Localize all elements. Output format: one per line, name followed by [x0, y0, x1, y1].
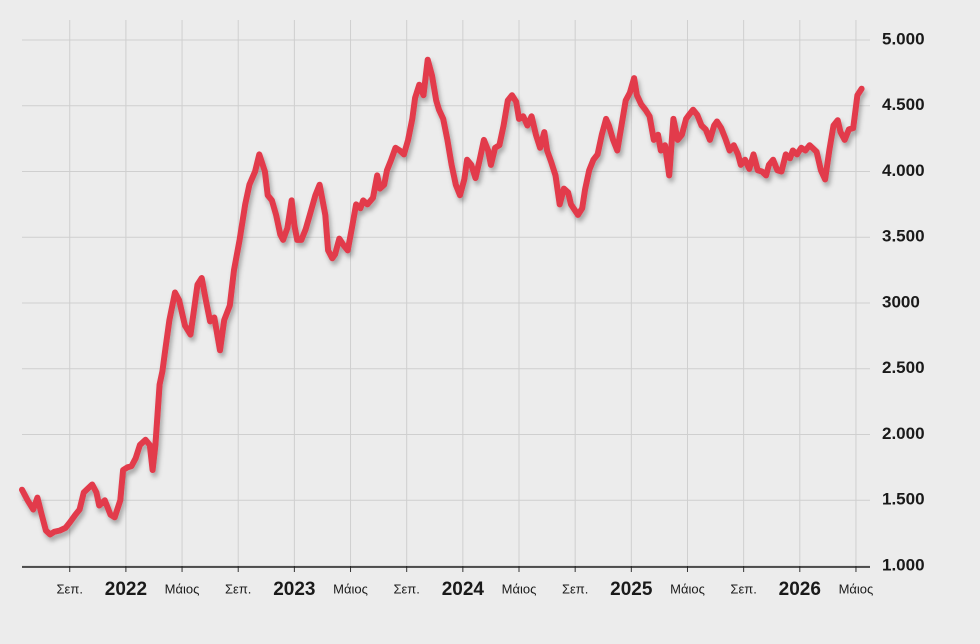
- grid: [22, 20, 870, 572]
- x-tick-label: Σεπ.: [57, 581, 83, 596]
- y-tick-label: 1.000: [882, 555, 925, 574]
- x-tick-label: Μάιος: [165, 581, 200, 596]
- x-tick-label: 2024: [442, 579, 485, 600]
- y-tick-label: 3000: [882, 292, 920, 311]
- x-tick-label: Σεπ.: [562, 581, 588, 596]
- x-tick-label: Μάιος: [502, 581, 537, 596]
- x-tick-label: Σεπ.: [225, 581, 251, 596]
- y-tick-label: 2.500: [882, 358, 925, 377]
- y-tick-label: 5.000: [882, 29, 925, 48]
- x-tick-label: Μάιος: [839, 581, 874, 596]
- x-tick-label: Μάιος: [670, 581, 705, 596]
- plot: [19, 56, 865, 538]
- x-tick-label: Σεπ.: [393, 581, 419, 596]
- x-tick-label: 2023: [273, 579, 315, 600]
- y-tick-label: 3.500: [882, 227, 925, 246]
- labels: 1.000 1.500 2.000 2.500 3000 3.500 4.000 4.500 5…: [57, 29, 925, 600]
- y-tick-label: 4.500: [882, 95, 925, 114]
- y-tick-label: 2.000: [882, 424, 925, 443]
- price-line: [19, 56, 865, 538]
- y-tick-label: 4.000: [882, 161, 925, 180]
- y-tick-label: 1.500: [882, 490, 925, 509]
- x-tick-label: Μάιος: [333, 581, 368, 596]
- x-tick-label: 2026: [779, 579, 821, 600]
- x-tick-label: 2025: [610, 579, 653, 600]
- x-tick-label: 2022: [105, 579, 147, 600]
- x-tick-label: Σεπ.: [730, 581, 756, 596]
